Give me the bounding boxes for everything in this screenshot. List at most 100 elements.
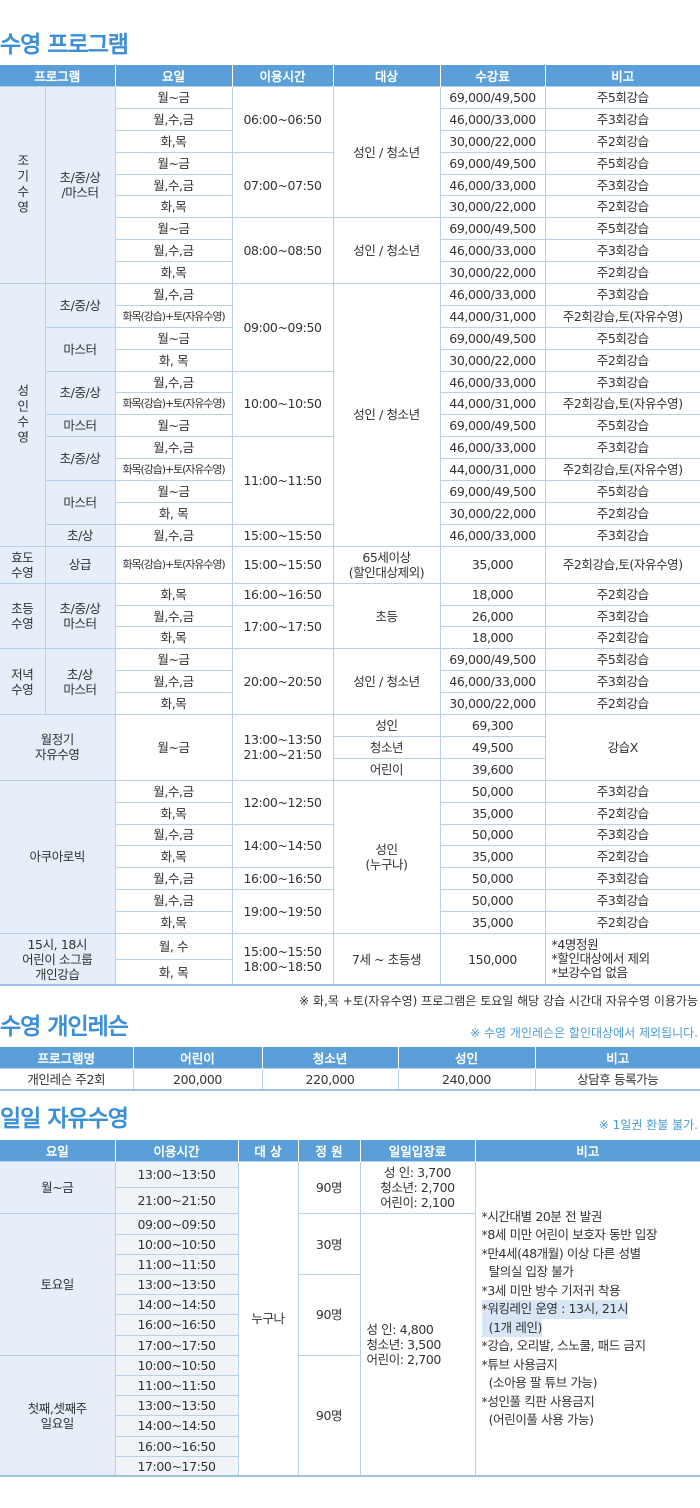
daily-day: 토요일 [0,1213,116,1356]
lesson-youth-fee: 220,000 [261,1068,399,1091]
program-time: 20:00~20:50 [231,648,334,716]
table-row: 초/중/상 월,수,금 10:00~10:50 46,000/33,000 주3회강습 [0,370,700,438]
daily-capacity: 30명 [297,1213,361,1276]
daily-note-line: (1개 레인) [481,1318,542,1338]
program-fee: 18,000 [439,626,546,650]
program-note: 주5회강습 [544,480,700,503]
program-target: 성인 / 청소년 [332,85,441,219]
program-time: 10:00~10:50 [231,370,334,438]
header-time: 이용시간 [232,65,334,87]
program-fee: 49,500 [439,735,546,759]
table-row: 마스터 월~금 69,000/49,500 주5회강습 [0,480,700,525]
table-row: 14:00~14:50 [0,1415,700,1437]
program-fee: 50,000 [439,779,546,803]
table-row: 월,수,금 46,000/33,000 주3회강습 [0,670,700,694]
program-note: 주3회강습 [544,239,700,263]
program-fee: 39,600 [439,757,546,781]
daily-capacity: 90명 [297,1161,361,1215]
program-note: 주3회강습 [544,823,700,847]
daily-note-line: *만4세(48개월) 이상 다른 성별 탈의실 입장 불가 [481,1245,642,1280]
daily-note-line: *시간대별 20분 전 발권 [481,1208,603,1224]
program-days: 월,수,금 [114,283,233,306]
program-note: 주2회강습 [544,626,700,650]
program-note: 주5회강습 [544,86,700,109]
daily-fee: 성 인: 4,800 청소년: 3,500 어린이: 2,700 [359,1213,475,1477]
program-time: 15:00~15:50 18:00~18:50 [231,932,334,986]
program-fee: 35,000 [439,911,546,934]
daily-target: 누구나 [237,1161,299,1477]
program-level: 마스터 [45,414,116,438]
program-target: 성인 / 청소년 [332,648,441,716]
daily-time: 17:00~17:50 [115,1334,238,1356]
daily-note-line: *3세 미만 방수 기저귀 착용 [481,1282,621,1298]
table-row: 아쿠아로빅 월,수,금 12:00~12:50 성인 (누구나) 50,000 주3회강습 [0,779,700,934]
table-row: 10:00~10:50 [0,1233,700,1255]
program-table: 프로그램 요일 이용시간 대상 수강료 비고 조기수영 초/중/상 /마스터 월~금… [0,65,700,987]
daily-time: 16:00~16:50 [115,1435,238,1457]
table-row: 16:00~16:50 [0,1435,700,1457]
daily-time: 11:00~11:50 [115,1374,238,1397]
daily-capacity: 90명 [297,1354,360,1477]
program-days: 월,수,금 [115,889,233,913]
header-program-name: 프로그램명 [0,1047,134,1069]
program-days: 월~금 [114,86,233,109]
program-days: 월,수,금 [115,867,233,891]
table-row: 화,목 30,000/22,000 주2회강습 [0,692,700,716]
header-fee: 일일입장료 [360,1140,476,1162]
program-days: 월~금 [114,414,233,438]
program-fee: 69,000/49,500 [439,86,546,109]
program-days: 월,수,금 [114,779,233,803]
program-note: 강습X [544,714,700,781]
program-time: 17:00~17:50 [231,604,334,650]
program-fee: 46,000/33,000 [439,283,546,306]
header-note: 비고 [535,1047,700,1069]
table-row: 청소년 49,500 [0,735,700,759]
daily-capacity: 90명 [297,1274,360,1356]
program-fee: 46,000/33,000 [439,107,546,131]
program-note: 주3회강습 [544,107,700,131]
header-days: 요일 [115,65,233,87]
program-level: 초/중/상 [45,436,116,482]
table-row: 개인레슨 주2회 200,000 220,000 240,000 상담후 등록가… [0,1068,700,1091]
program-time: 16:00~16:50 [231,582,334,606]
daily-day: 월~금 [0,1161,116,1215]
program-fee: 18,000 [439,582,546,606]
program-days: 월,수,금 [115,604,233,628]
program-days: 월,수,금 [114,523,233,547]
program-level: 초/중/상 마스터 [44,582,116,650]
program-target: 7세 ~ 초등생 [332,932,441,986]
header-fee: 수강료 [440,65,546,87]
table-row: 13:00~13:50 90명 [0,1274,700,1356]
program-time: 06:00~06:50 [231,86,334,153]
program-group: 아쿠아로빅 [0,779,116,934]
program-note: 주2회강습 [544,911,700,934]
daily-time: 13:00~13:50 [115,1395,238,1417]
program-time: 09:00~09:50 [231,283,334,372]
program-fee: 69,300 [439,714,546,737]
program-target: 성인 / 청소년 [332,217,441,285]
table-row: 초/중/상 월,수,금 11:00~11:50 46,000/33,000 주3회강습 [0,436,700,525]
program-note: 주3회강습 [544,779,700,803]
table-row: 월,수,금 14:00~14:50 50,000 주3회강습 [0,823,700,869]
program-days: 월~금 [115,151,233,175]
table-row: 14:00~14:50 [0,1294,700,1316]
header-note: 비고 [545,65,700,87]
program-days: 월~금 [115,217,233,241]
program-note: 주2회강습,토(자유수영) [544,304,700,328]
lesson-title: 수영 개인레슨 [0,1014,129,1041]
program-note: 주3회강습 [544,604,700,628]
table-row: 화목(강습)+토(자유수영) 44,000/31,000 주2회강습,토(자유수영) [0,392,700,416]
program-level: 마스터 [45,326,116,372]
program-days: 화목(강습)+토(자유수영) [114,545,233,584]
table-row: 월~금 13:00~13:50 누구나 90명 성 인: 3,700 청소년: 2,70… [0,1161,700,1477]
program-fee: 69,000/49,500 [439,217,546,241]
table-row: 효도 수영 상급 화목(강습)+토(자유수영) 15:00~15:50 65세이상 (할… [0,545,700,584]
table-row: 화목(강습)+토(자유수영) 44,000/31,000 주2회강습,토(자유수영) [0,304,700,328]
program-fee: 44,000/31,000 [439,304,546,328]
table-row: 13:00~13:50 [0,1395,700,1417]
program-target: 초등 [332,582,441,650]
program-level: 상급 [44,545,116,584]
program-days: 화, 목 [115,958,233,986]
program-fee: 30,000/22,000 [439,129,546,153]
daily-notes: *시간대별 20분 전 발권 *8세 미만 어린이 보호자 동반 입장 *만4세(4… [474,1161,700,1477]
